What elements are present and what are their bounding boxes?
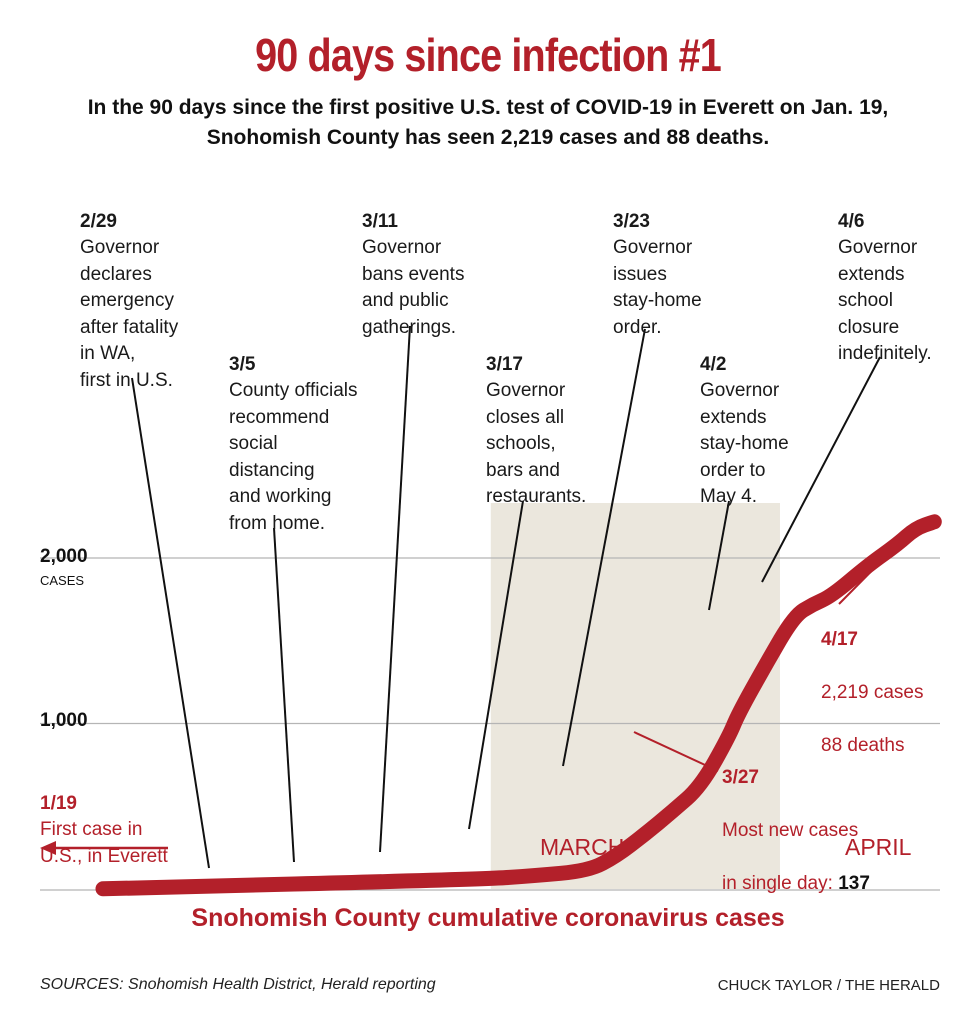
annotation-text: Governor declares emergency after fatali… bbox=[80, 237, 179, 391]
annotation-3-23: 3/23 Governor issues stay-home order. bbox=[613, 182, 702, 341]
month-label-april: APRIL bbox=[845, 834, 912, 860]
leader-line bbox=[708, 500, 730, 611]
callout-peak-day: 3/27 Most new cases in single day: 137 bbox=[722, 738, 870, 897]
annotation-3-17: 3/17 Governor closes all schools, bars an… bbox=[486, 325, 586, 511]
callout-text: in single day: bbox=[722, 872, 839, 894]
page-subtitle: In the 90 days since the first positive … bbox=[87, 96, 889, 149]
annotation-date: 4/6 bbox=[838, 210, 865, 232]
annotation-date: 3/5 bbox=[229, 353, 256, 375]
annotation-4-6: 4/6 Governor extends school closure indef… bbox=[838, 182, 932, 368]
month-label-march: MARCH bbox=[540, 834, 625, 860]
cases-series-line bbox=[95, 514, 942, 897]
annotation-4-2: 4/2 Governor extends stay-home order to M… bbox=[700, 325, 789, 511]
annotation-date: 3/23 bbox=[613, 210, 650, 232]
leader-line bbox=[468, 500, 524, 830]
annotation-date: 3/17 bbox=[486, 353, 523, 375]
leader-line bbox=[131, 377, 210, 869]
annotation-text: Governor extends stay-home order to May … bbox=[700, 380, 789, 507]
annotation-text: Governor closes all schools, bars and re… bbox=[486, 380, 587, 507]
credit-line: CHUCK TAYLOR / THE HERALD bbox=[717, 977, 940, 994]
annotation-2-29: 2/29 Governor declares emergency after fa… bbox=[80, 182, 178, 394]
callout-date: 3/27 bbox=[722, 766, 759, 788]
leader-line bbox=[633, 731, 719, 772]
sources-note: SOURCES: Snohomish Health District, Hera… bbox=[40, 976, 436, 993]
y-unit-label: CASES bbox=[40, 573, 85, 588]
annotation-date: 2/29 bbox=[80, 210, 117, 232]
page-title: 90 days since infection #1 bbox=[255, 29, 722, 81]
callout-text: First case in U.S., in Everett bbox=[40, 819, 168, 867]
annotation-3-11: 3/11 Governor bans events and public gath… bbox=[362, 182, 464, 341]
callout-date: 1/19 bbox=[40, 792, 77, 814]
callout-date: 4/17 bbox=[821, 628, 858, 650]
chart-title: Snohomish County cumulative coronavirus … bbox=[191, 904, 785, 932]
march-shaded-region bbox=[490, 503, 780, 889]
leader-line bbox=[761, 356, 881, 583]
annotation-3-5: 3/5 County officials recommend social dis… bbox=[229, 325, 358, 537]
callout-cases: 2,219 cases bbox=[821, 681, 924, 703]
y-tick-label-2000: 2,000 bbox=[40, 546, 88, 567]
callout-first-case: 1/19 First case in U.S., in Everett bbox=[40, 764, 168, 870]
callout-text: Most new cases bbox=[722, 819, 859, 841]
leader-line bbox=[379, 325, 411, 853]
callout-deaths: 88 deaths bbox=[821, 734, 905, 756]
annotation-text: Governor extends school closure indefini… bbox=[838, 237, 932, 364]
first-case-arrowhead bbox=[40, 841, 56, 855]
annotation-date: 3/11 bbox=[362, 210, 398, 232]
callout-latest: 4/17 2,219 cases 88 deaths bbox=[821, 600, 923, 786]
annotation-date: 4/2 bbox=[700, 353, 727, 375]
annotation-text: County officials recommend social distan… bbox=[229, 380, 358, 534]
annotation-text: Governor bans events and public gatherin… bbox=[362, 237, 465, 338]
annotation-text: Governor issues stay-home order. bbox=[613, 237, 702, 338]
leader-line bbox=[273, 527, 295, 863]
leader-line bbox=[562, 328, 646, 767]
callout-value: 137 bbox=[838, 872, 870, 894]
y-tick-label-1000: 1,000 bbox=[40, 710, 88, 731]
